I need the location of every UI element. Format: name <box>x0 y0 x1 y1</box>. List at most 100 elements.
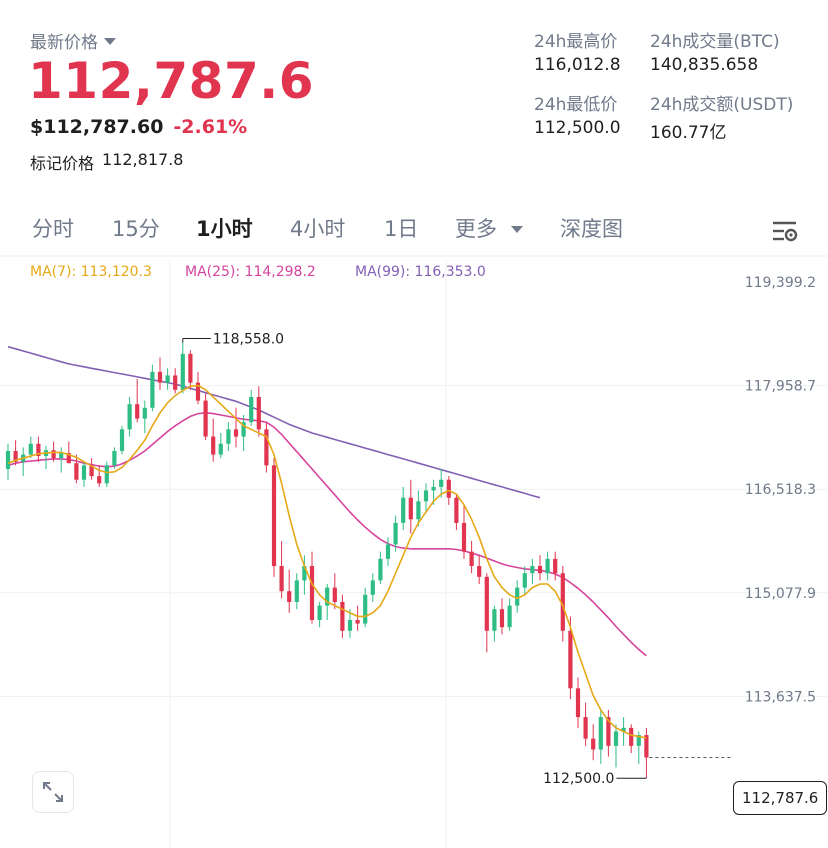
candle-body <box>370 580 375 595</box>
volume-btc-label: 24h成交量(BTC) <box>650 32 780 52</box>
candle-body <box>499 609 505 628</box>
candle-body <box>97 476 102 484</box>
candle-body <box>431 486 436 491</box>
candle-body <box>5 450 11 469</box>
candle-body <box>226 429 231 444</box>
fullscreen-button[interactable] <box>32 771 74 813</box>
candle-body <box>104 465 109 484</box>
candle-body <box>332 587 337 603</box>
candle-body <box>150 371 155 408</box>
candle-body <box>218 443 223 455</box>
ma7-line <box>7 384 647 739</box>
candlestick-chart[interactable]: 119,399.2 117,958.7 116,518.3 115,077.9 113,… <box>0 255 828 848</box>
current-price-tag: 112,787.6 <box>733 781 828 815</box>
candle-body <box>165 375 170 383</box>
candle-body <box>537 566 543 574</box>
expand-icon <box>43 782 63 802</box>
candle-body <box>81 465 87 480</box>
high-24h-value: 116,012.8 <box>534 55 621 75</box>
candle-body <box>112 450 117 466</box>
ma99-legend: MA(99): 116,353.0 <box>355 264 486 280</box>
candle-body <box>211 436 216 455</box>
tab-time-sharing[interactable]: 分时 <box>32 217 74 241</box>
candle-body <box>492 609 497 631</box>
tab-4h[interactable]: 4小时 <box>290 217 346 241</box>
ma7-legend: MA(7): 113,120.3 <box>30 264 152 280</box>
candle-body <box>51 450 56 459</box>
caret-down-icon <box>511 225 523 233</box>
mark-price-value: 112,817.8 <box>102 150 184 169</box>
caret-down-icon <box>104 38 116 45</box>
latest-price: 112,787.6 <box>28 52 315 110</box>
candle-body <box>74 463 79 480</box>
high-24h-label: 24h最高价 <box>534 32 618 52</box>
candle-body <box>461 522 467 552</box>
candle-body <box>28 443 33 455</box>
price-axis-label: 113,637.5 <box>745 689 816 705</box>
candle-body <box>446 479 451 498</box>
tab-1h[interactable]: 1小时 <box>196 217 253 241</box>
candle-body <box>408 497 413 520</box>
candle-body <box>613 731 619 746</box>
mark-price-row: 标记价格 112,817.8 <box>30 150 183 174</box>
candle-body <box>287 591 292 603</box>
candle-body <box>530 566 535 574</box>
chart-settings-icon[interactable] <box>772 219 798 243</box>
candle-body <box>157 371 163 383</box>
candle-body <box>203 400 208 437</box>
tab-more[interactable]: 更多 <box>455 213 523 243</box>
low-24h-label: 24h最低价 <box>534 95 618 115</box>
candle-body <box>180 353 185 390</box>
candle-body <box>233 429 239 437</box>
tab-depth-chart[interactable]: 深度图 <box>560 217 623 241</box>
candle-body <box>583 717 588 739</box>
candle-body <box>271 465 277 567</box>
candle-body <box>401 497 406 523</box>
price-axis-label: 119,399.2 <box>745 275 816 291</box>
candle-body <box>127 404 132 430</box>
candle-body <box>515 587 520 606</box>
candle-body <box>241 422 246 437</box>
candle-body <box>575 688 581 718</box>
candle-body <box>644 735 649 758</box>
candle-body <box>355 619 360 624</box>
candle-body <box>416 501 421 520</box>
candle-body <box>309 566 315 620</box>
candle-body <box>59 453 64 459</box>
candle-body <box>195 382 201 401</box>
candle-body <box>173 375 178 390</box>
price-axis-label: 116,518.3 <box>745 482 816 498</box>
candle-body <box>522 573 527 588</box>
volume-btc-value: 140,835.658 <box>650 55 759 75</box>
candle-body <box>454 497 459 523</box>
tab-15m[interactable]: 15分 <box>112 217 160 241</box>
mark-price-label: 标记价格 <box>30 154 95 173</box>
candle-body <box>249 397 254 423</box>
ma99-line <box>7 345 541 499</box>
candle-body <box>279 566 284 592</box>
low-marker-label: 112,500.0 <box>543 771 614 787</box>
candle-body <box>621 727 626 732</box>
candle-body <box>378 558 383 581</box>
candle-body <box>568 630 573 689</box>
candle-body <box>142 407 147 419</box>
candle-body <box>317 605 322 620</box>
candle-body <box>469 551 474 567</box>
high-marker-label: 118,558.0 <box>213 332 284 348</box>
candle-body <box>545 558 550 574</box>
candle-body <box>598 717 603 750</box>
candle-body <box>89 465 94 477</box>
candle-body <box>340 602 345 631</box>
latest-price-label[interactable]: 最新价格 <box>30 28 116 53</box>
candle-body <box>264 429 269 466</box>
candle-body <box>119 429 125 451</box>
candle-body <box>423 490 429 502</box>
candle-body <box>591 738 596 750</box>
tab-1d[interactable]: 1日 <box>384 217 419 241</box>
latest-price-label-text: 最新价格 <box>30 33 98 53</box>
candle-body <box>606 717 611 746</box>
usd-price: $112,787.60 <box>30 116 164 138</box>
volume-usdt-value: 160.77亿 <box>650 123 727 143</box>
candle-body <box>66 453 71 464</box>
candle-body <box>629 727 634 746</box>
